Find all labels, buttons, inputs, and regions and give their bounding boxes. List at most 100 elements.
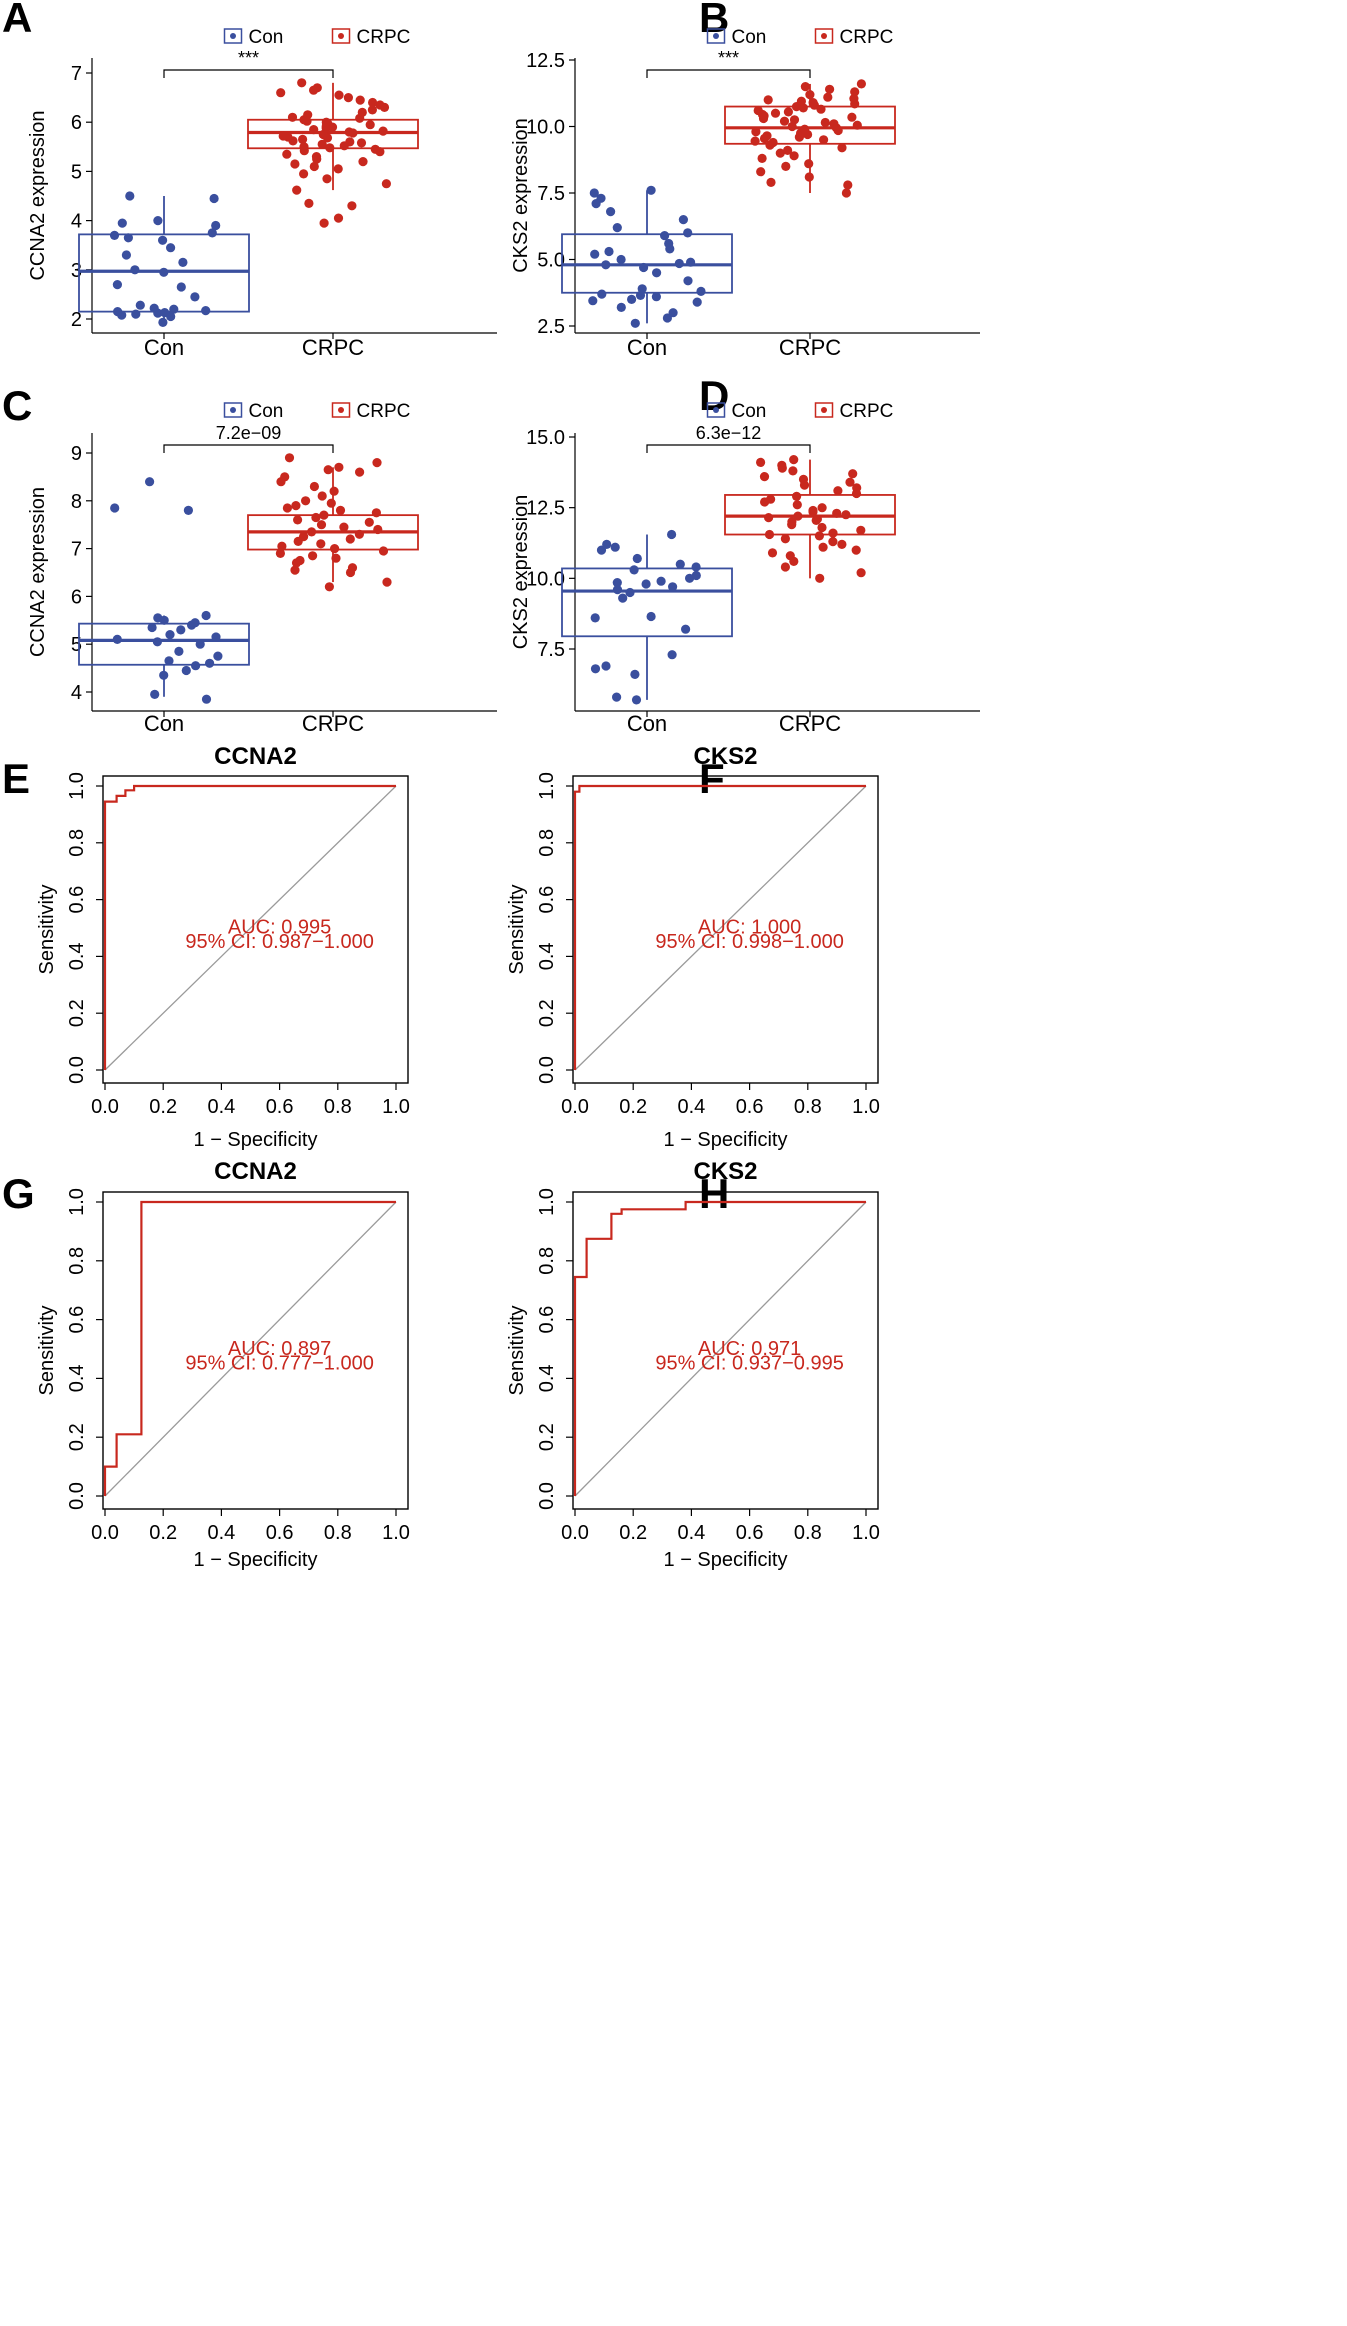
- y-tick-label: 5: [71, 634, 82, 656]
- data-point-crpc: [800, 82, 811, 92]
- data-point-crpc: [841, 188, 852, 198]
- data-point-con: [639, 262, 649, 273]
- data-point-con: [630, 669, 640, 680]
- data-point-crpc: [798, 474, 809, 484]
- data-point-crpc: [837, 539, 847, 550]
- data-point-crpc: [378, 126, 388, 136]
- data-point-con: [612, 585, 623, 595]
- data-point-crpc: [290, 565, 300, 575]
- x-tick-label: 0.0: [561, 1522, 589, 1544]
- data-point-crpc: [757, 153, 767, 163]
- y-tick-label: 9: [71, 443, 82, 465]
- box-con: [561, 567, 733, 638]
- x-axis-title: 1 − Specificity: [664, 1129, 788, 1151]
- data-point-crpc: [372, 458, 382, 468]
- data-point-con: [652, 268, 662, 278]
- roc-curve: [573, 784, 866, 1070]
- data-point-crpc: [311, 512, 321, 523]
- significance-bracket: [646, 69, 811, 78]
- data-point-con: [147, 622, 157, 633]
- x-tick-label: 0.6: [736, 1522, 764, 1544]
- data-point-crpc: [764, 513, 774, 523]
- significance-label: ***: [718, 48, 739, 68]
- data-point-crpc: [805, 90, 815, 100]
- data-point-crpc: [816, 104, 826, 114]
- data-point-crpc: [828, 528, 838, 538]
- y-tick-label: 6: [71, 586, 82, 608]
- panel-letter-c: C: [2, 382, 32, 429]
- roc-title: CKS2: [693, 1158, 757, 1185]
- y-tick-label: 0.0: [536, 1056, 558, 1084]
- reference-diagonal: [574, 1201, 867, 1497]
- x-tick-label: 0.0: [561, 1096, 589, 1118]
- data-point-crpc: [334, 462, 344, 472]
- data-point-crpc: [304, 198, 314, 208]
- data-point-con: [159, 267, 169, 277]
- data-point-crpc: [812, 514, 823, 524]
- data-point-crpc: [344, 127, 354, 137]
- y-tick-label: 0.8: [536, 1247, 558, 1275]
- data-point-con: [110, 503, 120, 513]
- data-point-con: [153, 216, 163, 226]
- data-point-crpc: [818, 542, 828, 552]
- data-point-crpc: [841, 510, 851, 520]
- data-point-crpc: [783, 107, 794, 117]
- data-point-crpc: [347, 201, 357, 211]
- x-axis-title: 1 − Specificity: [194, 1549, 318, 1571]
- data-point-crpc: [309, 161, 319, 172]
- data-point-crpc: [287, 112, 298, 122]
- panel-letter-a: A: [2, 0, 32, 41]
- ci-label: 95% CI: 0.777−1.000: [185, 1353, 373, 1375]
- data-point-crpc: [324, 582, 334, 592]
- data-point-crpc: [280, 472, 290, 482]
- y-tick-label: 12.5: [526, 498, 565, 520]
- data-point-con: [616, 302, 626, 312]
- data-point-crpc: [780, 534, 791, 544]
- x-axis-title: 1 − Specificity: [664, 1549, 788, 1571]
- data-point-con: [158, 317, 168, 327]
- reference-diagonal: [104, 785, 397, 1071]
- data-point-con: [169, 304, 179, 314]
- legend-key-con: [706, 28, 726, 44]
- y-tick-label: 1.0: [536, 1188, 558, 1216]
- data-point-crpc: [355, 95, 365, 105]
- data-point-con: [601, 260, 611, 270]
- data-point-crpc: [309, 125, 319, 135]
- data-point-con: [678, 215, 689, 225]
- data-point-crpc: [284, 453, 295, 463]
- x-tick-label: 0.2: [149, 1522, 177, 1544]
- data-point-con: [683, 276, 693, 286]
- data-point-crpc: [808, 98, 818, 108]
- data-point-con: [664, 238, 674, 249]
- data-point-con: [150, 689, 160, 700]
- data-point-con: [612, 578, 622, 588]
- x-category-label-crpc: CRPC: [779, 335, 841, 360]
- data-point-con: [211, 632, 221, 642]
- x-tick-label: 0.8: [324, 1522, 352, 1544]
- panel-letter-e: E: [2, 755, 30, 802]
- data-point-con: [630, 318, 640, 328]
- data-point-crpc: [301, 496, 311, 506]
- data-point-con: [160, 308, 170, 318]
- y-tick-label: 0.6: [536, 1306, 558, 1334]
- data-point-crpc: [789, 115, 800, 125]
- data-point-crpc: [345, 534, 355, 544]
- data-point-crpc: [339, 522, 349, 532]
- legend-key-con: [223, 402, 243, 418]
- data-point-crpc: [329, 486, 339, 496]
- data-point-crpc: [295, 555, 305, 566]
- y-tick-label: 0.8: [66, 829, 88, 857]
- data-point-con: [109, 230, 120, 240]
- data-point-crpc: [766, 494, 776, 504]
- data-point-crpc: [777, 460, 787, 470]
- data-point-con: [691, 570, 701, 581]
- data-point-con: [612, 223, 622, 233]
- y-tick-label: 0.4: [66, 1364, 88, 1392]
- x-tick-label: 0.4: [207, 1096, 235, 1118]
- data-point-crpc: [819, 135, 829, 145]
- y-tick-label: 0.0: [66, 1482, 88, 1510]
- data-point-crpc: [371, 508, 381, 518]
- data-point-con: [135, 300, 145, 310]
- y-tick-label: 0.0: [66, 1056, 88, 1084]
- plot-frame: [102, 775, 409, 1084]
